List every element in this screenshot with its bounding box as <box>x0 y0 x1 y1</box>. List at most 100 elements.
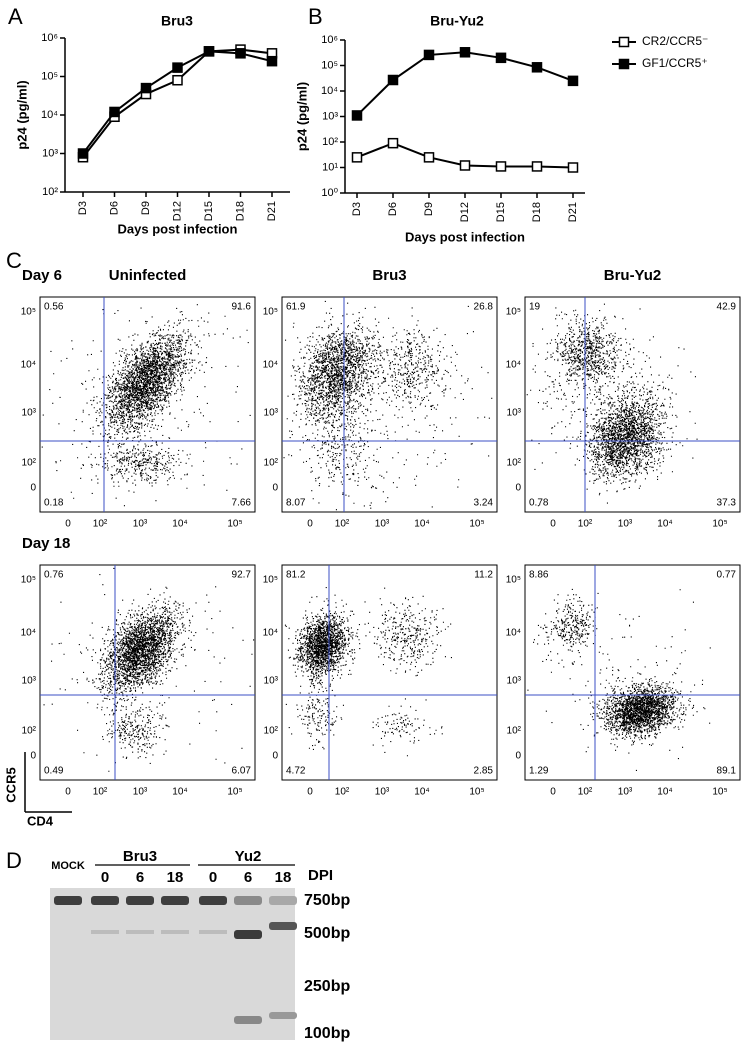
chart-title: Bru-Yu2 <box>430 13 484 29</box>
quadrant-value: 8.07 <box>286 498 306 509</box>
data-point <box>77 148 89 159</box>
gel-day-label: 6 <box>244 869 252 886</box>
quadrant-value: 37.3 <box>717 498 737 509</box>
data-point <box>459 160 471 171</box>
x-tick-label: 10⁴ <box>172 787 187 798</box>
quadrant-value: 0.56 <box>44 302 64 313</box>
y-axis-title: p24 (pg/ml) <box>14 80 29 149</box>
data-point <box>351 110 363 121</box>
gel-marker-label: 250bp <box>304 978 350 995</box>
y-tick-label: 10⁵ <box>506 307 521 318</box>
y-tick-label: 10³ <box>322 110 338 122</box>
x-tick-label: 10³ <box>618 787 633 798</box>
y-tick-label: 10³ <box>264 408 279 419</box>
x-tick-label: 0 <box>65 519 71 530</box>
x-tick-label: 10⁵ <box>712 787 727 798</box>
data-point <box>567 75 579 87</box>
data-point <box>172 74 183 86</box>
y-tick-label: 10² <box>22 726 37 737</box>
y-tick-label: 10⁵ <box>321 59 338 71</box>
x-axis-title: Days post infection <box>118 221 238 236</box>
x-axis-title: Days post infection <box>405 229 525 244</box>
data-point <box>266 55 278 67</box>
gel-day-label: 18 <box>167 869 184 886</box>
x-tick-label: D6 <box>108 201 120 215</box>
x-tick-label: 10² <box>578 519 593 530</box>
quadrant-value: 89.1 <box>717 766 737 777</box>
x-tick-label: D12 <box>171 201 183 221</box>
event-dots <box>41 304 251 507</box>
x-tick-label: D18 <box>234 201 246 221</box>
quadrant-value: 4.72 <box>286 766 306 777</box>
x-tick-label: D9 <box>140 201 152 215</box>
column-title: Bru3 <box>372 267 406 284</box>
gel-band <box>199 930 227 934</box>
x-tick-label: 0 <box>307 787 313 798</box>
quadrant-value: 91.6 <box>232 302 252 313</box>
x-tick-label: 10⁵ <box>712 519 727 530</box>
y-tick-label: 0 <box>515 751 521 762</box>
y-tick-label: 10⁴ <box>263 628 278 639</box>
data-point <box>235 48 246 59</box>
row-label: Day 6 <box>22 267 62 284</box>
y-tick-label: 10⁴ <box>41 109 58 121</box>
y-tick-label: 10⁰ <box>321 187 338 199</box>
y-tick-label: 10² <box>22 458 37 469</box>
y-tick-label: 0 <box>272 751 278 762</box>
y-tick-label: 10⁴ <box>263 360 278 371</box>
quadrant-value: 61.9 <box>286 302 306 313</box>
x-tick-label: 10⁵ <box>469 787 484 798</box>
x-tick-label: 10² <box>93 787 108 798</box>
y-tick-label: 10³ <box>22 676 37 687</box>
gel-band <box>199 896 227 905</box>
x-tick-label: D3 <box>351 202 363 216</box>
x-tick-label: D15 <box>203 201 215 221</box>
x-tick-label: 0 <box>65 787 71 798</box>
plot-frame <box>281 296 498 513</box>
y-tick-label: 10² <box>507 726 522 737</box>
quadrant-value: 0.77 <box>717 570 737 581</box>
data-point <box>172 62 183 73</box>
quadrant-value: 19 <box>529 302 541 313</box>
gel-band <box>269 1012 297 1019</box>
y-tick-label: 10² <box>507 458 522 469</box>
x-tick-label: 0 <box>550 519 556 530</box>
data-point <box>495 52 507 64</box>
flow-y-title: CCR5 <box>3 767 18 802</box>
panel-letter: A <box>8 4 23 29</box>
y-tick-label: 10⁴ <box>21 360 36 371</box>
y-tick-label: 10⁴ <box>506 628 521 639</box>
gel-band <box>269 896 297 905</box>
y-tick-label: 10⁴ <box>506 360 521 371</box>
x-tick-label: 10⁴ <box>657 519 672 530</box>
column-title: Uninfected <box>109 267 187 284</box>
data-point <box>459 47 471 58</box>
x-tick-label: D18 <box>531 202 543 222</box>
quadrant-value: 0.76 <box>44 570 64 581</box>
data-point <box>140 82 152 94</box>
y-tick-label: 0 <box>30 483 36 494</box>
y-tick-label: 10² <box>264 458 279 469</box>
x-tick-label: 10³ <box>133 519 148 530</box>
flow-x-title: CD4 <box>27 813 54 828</box>
data-point <box>531 161 543 172</box>
gel-band <box>269 922 297 930</box>
quadrant-value: 0.78 <box>529 498 549 509</box>
event-dots <box>526 303 698 507</box>
x-tick-label: 10² <box>335 519 350 530</box>
x-tick-label: 10⁴ <box>414 519 429 530</box>
data-point <box>351 152 363 163</box>
gel-band <box>91 896 119 905</box>
x-tick-label: D21 <box>266 201 278 221</box>
y-tick-label: 10⁴ <box>321 85 338 97</box>
x-tick-label: D15 <box>495 202 507 222</box>
y-tick-label: 10³ <box>42 147 58 159</box>
legend-marker <box>618 36 630 48</box>
x-tick-label: 0 <box>307 519 313 530</box>
quadrant-value: 7.66 <box>232 498 252 509</box>
gel-day-label: 0 <box>101 869 109 886</box>
panel-letter: B <box>308 4 323 29</box>
quadrant-value: 0.49 <box>44 766 64 777</box>
legend-marker <box>618 58 630 70</box>
y-tick-label: 10⁵ <box>263 307 278 318</box>
